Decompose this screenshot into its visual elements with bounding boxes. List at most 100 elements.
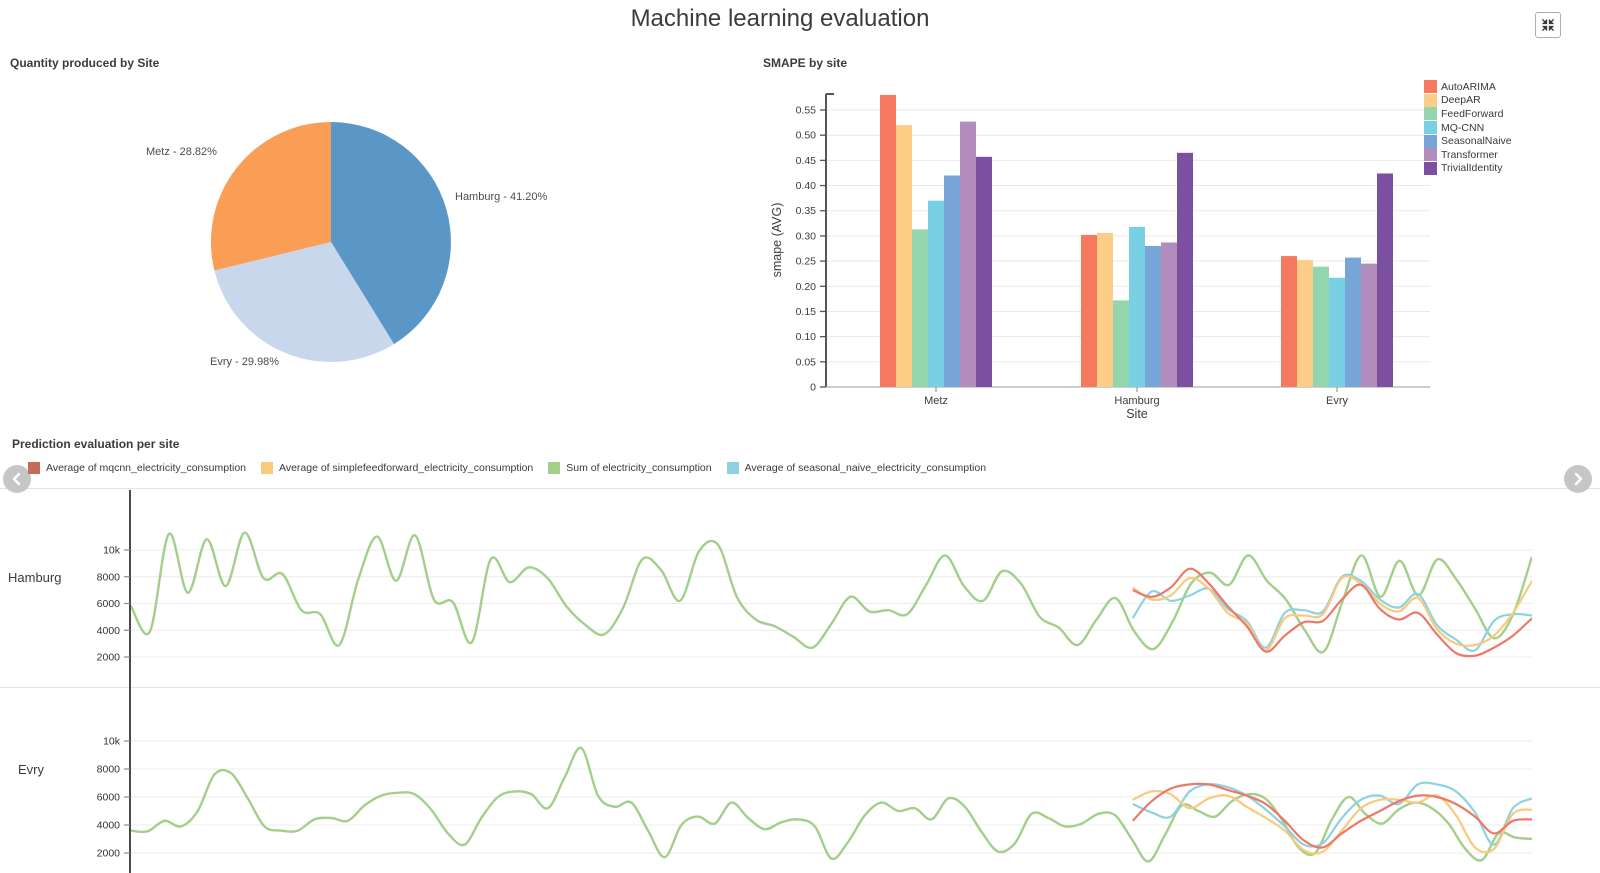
legend-label: Average of simplefeedforward_electricity…: [279, 462, 534, 474]
chevron-left-icon: [12, 472, 21, 486]
legend-swatch: [1424, 80, 1437, 94]
prediction-legend-item-0[interactable]: Average of mqcnn_electricity_consumption: [28, 462, 246, 474]
legend-swatch: [726, 462, 739, 474]
bar-TrivialIdentity-Hamburg[interactable]: [1177, 152, 1193, 387]
bar-legend-item-AutoARIMA[interactable]: AutoARIMA: [1424, 80, 1512, 94]
bar-TrivialIdentity-Metz[interactable]: [976, 156, 992, 387]
legend-label: SeasonalNaive: [1441, 135, 1512, 148]
bar-DeepAR-Hamburg[interactable]: [1097, 232, 1113, 387]
series-seasonal_naive-evry[interactable]: [1132, 781, 1532, 848]
pie-chart[interactable]: [201, 112, 461, 374]
y-tick-label: 0.55: [796, 105, 817, 117]
y-tick-label: 8000: [97, 764, 121, 776]
row-divider: [0, 687, 1600, 688]
legend-label: Sum of electricity_consumption: [566, 462, 712, 474]
bar-panel-title: SMAPE by site: [763, 56, 848, 70]
legend-swatch: [1424, 93, 1437, 107]
row-label-hamburg: Hamburg: [8, 570, 62, 585]
legend-swatch: [1424, 148, 1437, 162]
bar-SeasonalNaive-Metz[interactable]: [944, 175, 960, 387]
bar-MQ-CNN-Metz[interactable]: [928, 200, 944, 387]
series-actual-hamburg[interactable]: [131, 531, 1532, 654]
x-tick-label: Metz: [924, 395, 948, 407]
legend-swatch: [28, 462, 40, 474]
pie-slice-hamburg[interactable]: [331, 122, 451, 345]
legend-label: FeedForward: [1441, 107, 1504, 120]
bar-SeasonalNaive-Hamburg[interactable]: [1145, 245, 1161, 387]
y-tick-label: 8000: [97, 571, 121, 583]
smape-bar-chart[interactable]: 0 0.05 0.10 0.15 0.20 0.25 0.30 0.35 0.40 0.45 0.5…: [740, 70, 1460, 430]
series-mqcnn-hamburg[interactable]: [1132, 567, 1532, 658]
y-tick-label: 10k: [103, 545, 121, 557]
bar-FeedForward-Evry[interactable]: [1313, 266, 1329, 387]
bar-MQ-CNN-Hamburg[interactable]: [1129, 226, 1145, 387]
bar-AutoARIMA-Evry[interactable]: [1281, 256, 1297, 387]
legend-label: Transformer: [1441, 148, 1498, 161]
line-chart-row-evry: [131, 746, 1532, 863]
bar-legend-item-MQ-CNN[interactable]: MQ-CNN: [1424, 121, 1512, 135]
bar-legend-item-DeepAR[interactable]: DeepAR: [1424, 93, 1512, 108]
y-tick-label: 0.10: [796, 331, 817, 343]
pie-slice-label-evry: Evry - 29.98%: [210, 356, 280, 368]
line-chart-row-hamburg: [131, 531, 1532, 658]
bar-SeasonalNaive-Evry[interactable]: [1345, 257, 1361, 387]
bar-TrivialIdentity-Evry[interactable]: [1377, 173, 1393, 387]
bar-AutoARIMA-Metz[interactable]: [880, 94, 896, 388]
series-mqcnn-evry[interactable]: [1131, 782, 1532, 849]
prediction-legend: Average of mqcnn_electricity_consumption…: [28, 462, 986, 474]
y-tick-label: 0.25: [796, 256, 817, 268]
legend-divider: [0, 488, 1600, 489]
row-label-evry: Evry: [18, 762, 44, 777]
pie-slice-label-metz: Metz - 28.82%: [146, 146, 217, 158]
bar-Transformer-Evry[interactable]: [1361, 263, 1377, 387]
bar-FeedForward-Hamburg[interactable]: [1113, 300, 1129, 387]
pie-slice-evry[interactable]: [214, 242, 394, 362]
y-tick-label: 10k: [103, 736, 121, 748]
prediction-legend-item-3[interactable]: Average of seasonal_naive_electricity_co…: [726, 462, 987, 474]
prediction-legend-item-1[interactable]: Average of simplefeedforward_electricity…: [261, 462, 533, 474]
bar-legend-item-Transformer[interactable]: Transformer: [1424, 148, 1512, 162]
bar-chart-legend: AutoARIMA DeepAR FeedForward MQ-CNN Seasonal…: [1424, 80, 1512, 175]
fullscreen-button[interactable]: [1535, 12, 1561, 38]
bar-FeedForward-Metz[interactable]: [912, 229, 928, 387]
bar-AutoARIMA-Hamburg[interactable]: [1081, 234, 1097, 387]
bar-legend-item-SeasonalNaive[interactable]: SeasonalNaive: [1424, 134, 1512, 148]
legend-label: TrivialIdentity: [1441, 162, 1503, 175]
series-simplefeedforward-hamburg[interactable]: [1132, 575, 1532, 652]
y-tick-label: 0.20: [796, 281, 817, 293]
legend-label: Average of seasonal_naive_electricity_co…: [744, 462, 987, 474]
scroll-right-button[interactable]: [1564, 465, 1592, 493]
y-tick-label: 2000: [97, 652, 121, 664]
scroll-left-button[interactable]: [3, 465, 31, 493]
bar-Transformer-Metz[interactable]: [960, 121, 976, 388]
bar-legend-item-TrivialIdentity[interactable]: TrivialIdentity: [1424, 161, 1512, 176]
legend-swatch: [548, 462, 561, 474]
bar-DeepAR-Evry[interactable]: [1297, 260, 1313, 387]
y-tick-label: 4000: [97, 625, 121, 637]
legend-swatch: [1424, 107, 1437, 121]
legend-swatch: [1424, 134, 1437, 148]
legend-swatch: [261, 462, 273, 474]
bar-MQ-CNN-Evry[interactable]: [1329, 277, 1345, 387]
series-actual-evry[interactable]: [131, 746, 1532, 863]
y-tick-label: 0.05: [796, 356, 817, 368]
bar-DeepAR-Metz[interactable]: [896, 125, 912, 388]
y-tick-label: 0.15: [796, 306, 817, 318]
y-tick-label: 6000: [97, 792, 121, 804]
series-simplefeedforward-evry[interactable]: [1132, 789, 1532, 855]
x-tick-label: Hamburg: [1114, 395, 1159, 407]
bar-legend-item-FeedForward[interactable]: FeedForward: [1424, 107, 1512, 121]
bar-Transformer-Hamburg[interactable]: [1161, 242, 1177, 387]
pie-slice-metz[interactable]: [210, 122, 331, 271]
pie-panel-title: Quantity produced by Site: [10, 56, 160, 70]
y-tick-label: 6000: [97, 598, 121, 610]
y-tick-label: 0.45: [796, 155, 817, 167]
chevron-right-icon: [1574, 472, 1583, 486]
y-tick-label: 0: [810, 382, 816, 394]
y-tick-label: 0.40: [796, 180, 817, 192]
legend-label: AutoARIMA: [1441, 80, 1496, 93]
prediction-legend-item-2[interactable]: Sum of electricity_consumption: [548, 462, 712, 474]
y-tick-label: 0.35: [796, 205, 817, 217]
